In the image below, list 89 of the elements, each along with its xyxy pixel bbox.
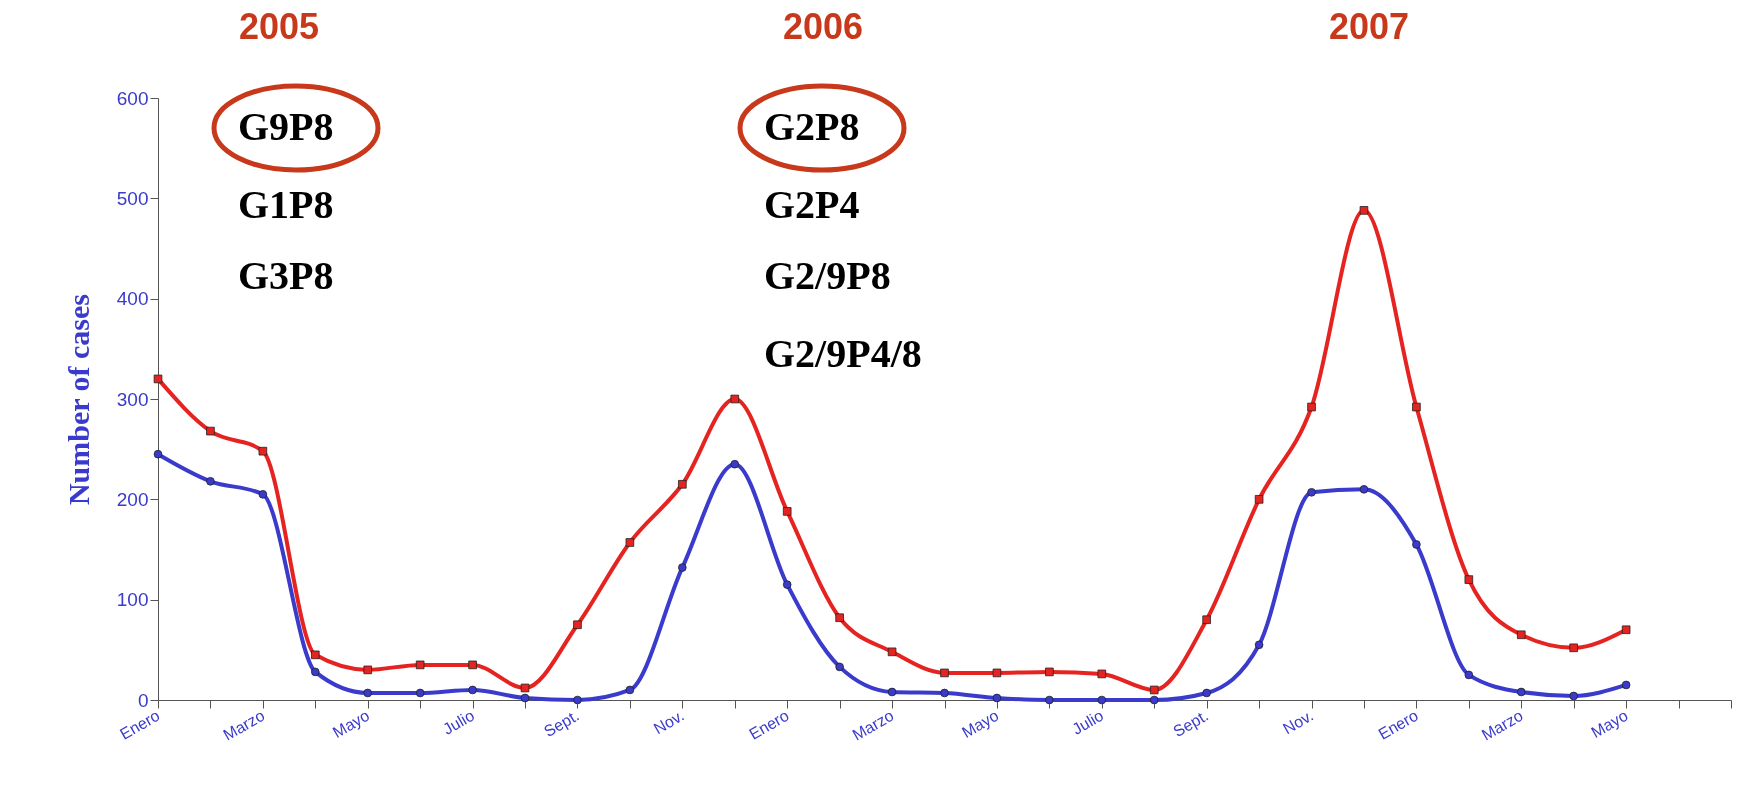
- y-tick-label: 200: [116, 488, 149, 510]
- annotation: G2/9P4/8: [764, 331, 922, 376]
- point: [1149, 695, 1159, 705]
- x-tick-label: Nov.: [1280, 706, 1317, 738]
- x-tick-label: Sept.: [541, 706, 582, 741]
- x-tick-label: Nov.: [650, 706, 687, 738]
- point: [415, 688, 425, 698]
- point: [1097, 695, 1107, 705]
- point: [311, 650, 320, 660]
- text: 2007: [1328, 6, 1410, 47]
- point: [1097, 669, 1107, 679]
- point: [782, 580, 792, 589]
- x-tick-label: Marzo: [849, 706, 897, 744]
- annotation: G2P4: [764, 182, 860, 227]
- annotation: G2/9P8: [764, 253, 891, 298]
- point: [1412, 402, 1421, 412]
- annotation: G1P8: [238, 182, 334, 227]
- point: [1621, 625, 1631, 635]
- point: [468, 660, 477, 670]
- x-tick-label: Enero: [746, 706, 792, 743]
- point: [1307, 402, 1316, 412]
- point: [468, 685, 477, 695]
- point: [835, 662, 844, 672]
- annotation: G2P8: [764, 104, 860, 149]
- text: 2005: [238, 6, 320, 47]
- point: [1569, 691, 1578, 701]
- point: [1464, 670, 1474, 680]
- y-tick-label: 400: [116, 288, 149, 310]
- point: [1516, 630, 1526, 640]
- x-tick-label: Mayo: [329, 706, 373, 741]
- point: [573, 620, 582, 630]
- point: [1516, 687, 1526, 697]
- point: [363, 665, 373, 675]
- point: [1254, 640, 1264, 650]
- point: [573, 695, 582, 705]
- point: [835, 613, 844, 622]
- x-tick-label: Enero: [1375, 706, 1421, 743]
- point: [1307, 488, 1316, 497]
- point: [1202, 615, 1211, 625]
- text: 2006: [782, 6, 864, 47]
- point: [992, 693, 1002, 703]
- point: [1569, 643, 1578, 653]
- x-tick-label: Julio: [1069, 706, 1107, 738]
- point: [1149, 685, 1159, 695]
- point: [1464, 575, 1474, 584]
- point: [887, 647, 897, 657]
- point: [311, 667, 320, 677]
- point: [415, 660, 425, 670]
- x-tick-label: Marzo: [1478, 706, 1526, 744]
- point: [1045, 695, 1054, 705]
- point: [153, 449, 163, 459]
- y-tick-label: 100: [116, 589, 149, 611]
- point: [206, 426, 215, 436]
- point: [940, 668, 949, 678]
- y-tick-label: 300: [116, 388, 149, 410]
- point: [206, 477, 215, 486]
- x-tick-label: Marzo: [220, 706, 268, 744]
- point: [1254, 495, 1264, 504]
- x-tick-label: Mayo: [959, 706, 1002, 741]
- point: [625, 538, 635, 547]
- point: [730, 394, 740, 404]
- point: [1621, 680, 1631, 690]
- x-tick-label: Julio: [440, 706, 478, 738]
- y-tick-label: 600: [116, 87, 149, 109]
- point: [992, 668, 1002, 678]
- point: [363, 688, 373, 698]
- point: [730, 459, 740, 469]
- annotation: G3P8: [238, 253, 334, 298]
- point: [1045, 667, 1054, 677]
- point: [258, 490, 268, 499]
- y-axis-title: Number of cases: [61, 293, 95, 506]
- point: [520, 693, 530, 703]
- point: [1359, 485, 1369, 494]
- point: [678, 563, 687, 572]
- point: [887, 687, 897, 697]
- x-tick-label: Mayo: [1588, 706, 1631, 741]
- point: [153, 374, 163, 384]
- point: [782, 507, 792, 516]
- x-tick-label: Sept.: [1170, 706, 1212, 741]
- point: [520, 683, 530, 693]
- y-tick-label: 500: [116, 187, 149, 209]
- annotation: G9P8: [238, 104, 334, 149]
- point: [1359, 206, 1369, 215]
- point: [1412, 540, 1421, 549]
- point: [940, 688, 949, 698]
- point: [625, 685, 635, 695]
- point: [258, 446, 268, 456]
- point: [678, 480, 687, 489]
- point: [1202, 688, 1211, 698]
